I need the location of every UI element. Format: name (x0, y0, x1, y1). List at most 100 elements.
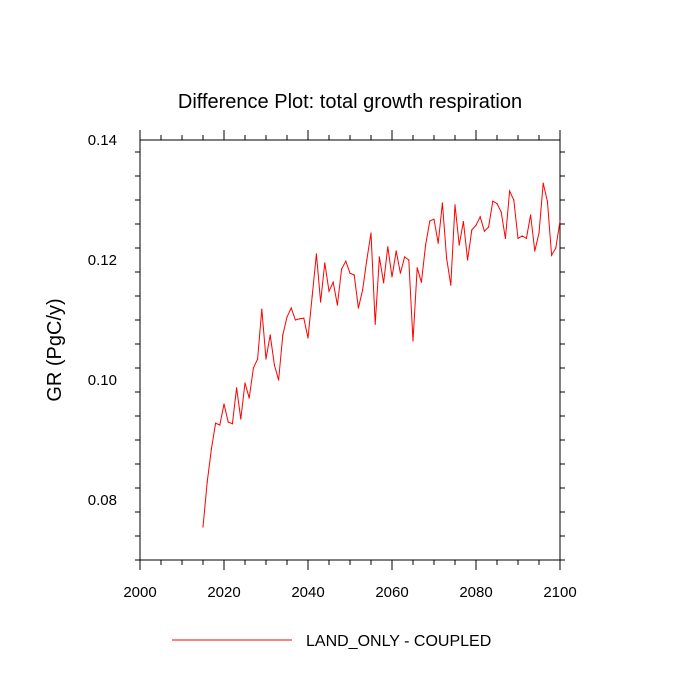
tick-labels: 2000 2020 2040 2060 2080 2100 0.08 0.10 0.12 0.14 (88, 132, 577, 601)
axis-ticks (135, 130, 565, 570)
plot-frame (139, 139, 561, 561)
data-point (240, 418, 242, 420)
data-point (429, 220, 431, 222)
data-point (362, 289, 364, 291)
data-point (311, 295, 313, 297)
data-point (332, 281, 334, 283)
y-tick-label: 0.10 (88, 372, 117, 389)
data-point (492, 200, 494, 202)
data-point (206, 481, 208, 483)
data-point (336, 304, 338, 306)
data-point (244, 382, 246, 384)
data-point (496, 203, 498, 205)
data-point (202, 526, 204, 528)
data-point (404, 256, 406, 258)
x-tick-label: 2080 (459, 584, 492, 601)
legend: LAND_ONLY - COUPLED (172, 633, 491, 650)
data-point (475, 224, 477, 226)
data-point (231, 423, 233, 425)
data-point (223, 403, 225, 405)
data-point (383, 282, 385, 284)
data-point (425, 244, 427, 246)
data-point (227, 421, 229, 423)
data-point (509, 190, 511, 192)
data-point (412, 340, 414, 342)
y-tick-label: 0.08 (88, 492, 117, 509)
data-point (320, 301, 322, 303)
x-tick-label: 2060 (375, 584, 408, 601)
data-point (303, 317, 305, 319)
data-point (345, 260, 347, 262)
data-point (546, 200, 549, 202)
series-line (202, 183, 561, 528)
data-point (341, 268, 343, 270)
data-point (278, 379, 280, 381)
data-point (294, 319, 296, 321)
data-point (420, 281, 422, 283)
x-tick-label: 2020 (207, 584, 240, 601)
data-point (378, 256, 380, 258)
y-tick-label: 0.14 (88, 132, 117, 149)
data-point (467, 259, 469, 261)
data-point (261, 308, 263, 310)
data-point (525, 237, 528, 239)
data-point (399, 272, 401, 274)
data-point (374, 323, 376, 325)
data-point (328, 290, 330, 292)
data-point (395, 250, 397, 252)
data-point (517, 237, 519, 239)
data-point (273, 364, 275, 366)
y-tick-label: 0.12 (88, 252, 117, 269)
chart-title: Difference Plot: total growth respiratio… (178, 91, 522, 113)
data-point (504, 237, 506, 239)
data-point (555, 247, 557, 249)
x-tick-label: 2100 (543, 584, 576, 601)
data-point (471, 229, 473, 231)
data-point (433, 218, 435, 220)
data-point (324, 262, 326, 264)
data-point (446, 257, 448, 259)
data-point (450, 284, 452, 286)
data-point (408, 259, 410, 261)
data-point (441, 202, 443, 204)
data-point (542, 182, 544, 184)
data-point (479, 216, 481, 218)
data-point (286, 316, 288, 318)
data-point (257, 358, 259, 360)
data-point (521, 235, 523, 237)
data-point (370, 232, 372, 234)
y-axis-label: GR (PgC/y) (44, 298, 66, 401)
data-point (307, 337, 309, 339)
data-point (215, 422, 217, 424)
data-point (551, 254, 553, 256)
data-point (513, 199, 515, 201)
data-point (236, 387, 238, 389)
data-point (353, 274, 355, 276)
x-tick-label: 2040 (291, 584, 324, 601)
x-tick-label: 2000 (123, 584, 156, 601)
data-point (366, 259, 368, 261)
data-point (248, 397, 250, 399)
data-point (357, 307, 359, 309)
data-point (462, 221, 464, 223)
data-point (458, 244, 460, 246)
data-point (488, 226, 490, 228)
legend-label: LAND_ONLY - COUPLED (306, 633, 491, 650)
data-point (530, 214, 532, 216)
data-point (299, 318, 301, 320)
data-point (538, 232, 540, 234)
data-point (416, 267, 418, 269)
data-point (349, 272, 351, 274)
data-point (290, 307, 292, 309)
data-point (391, 276, 393, 278)
data-point (483, 230, 485, 232)
data-point (269, 334, 271, 336)
data-point (454, 204, 456, 206)
data-point (282, 334, 284, 336)
data-point (210, 448, 212, 450)
data-point (252, 367, 254, 369)
data-point (534, 250, 536, 252)
data-point (219, 424, 221, 426)
data-point (437, 242, 439, 244)
